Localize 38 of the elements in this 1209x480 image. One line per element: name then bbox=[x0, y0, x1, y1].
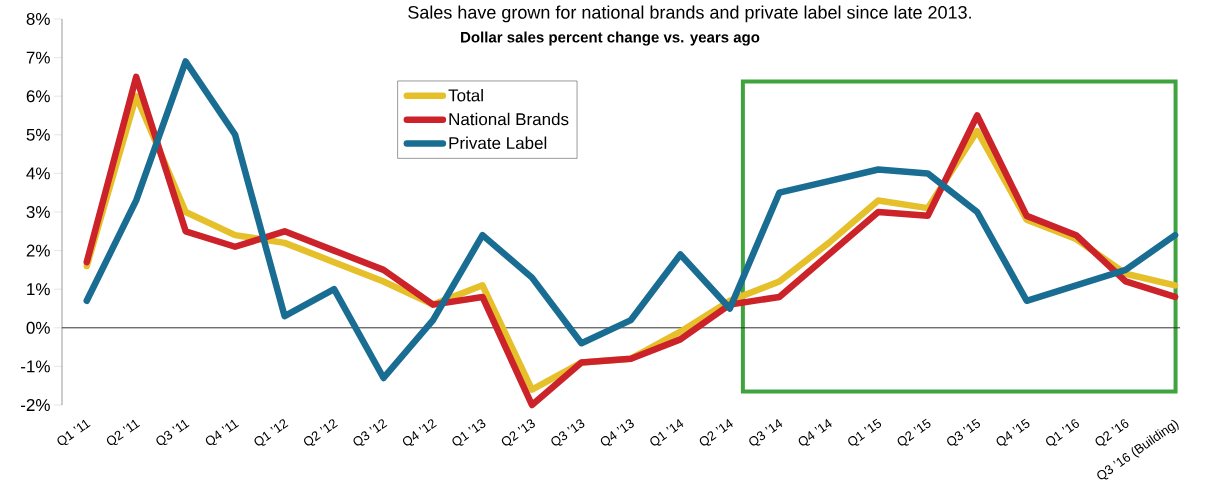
x-tick-label: Q1 ’15 bbox=[848, 418, 882, 446]
x-tick-label: Q2 ’14 bbox=[699, 418, 733, 446]
x-tick-label: Q3 ’13 bbox=[551, 419, 585, 446]
y-tick-label: -2% bbox=[21, 399, 50, 411]
x-tick-label: Q2 ’12 bbox=[303, 419, 338, 446]
y-tick-label: 5% bbox=[26, 128, 50, 141]
x-tick-label: Q1 ’12 bbox=[254, 419, 289, 446]
x-tick-label: Q1 ’14 bbox=[650, 418, 684, 446]
x-tick-label: Q4 ’13 bbox=[600, 419, 634, 446]
y-tick-label: 2% bbox=[26, 244, 50, 257]
y-tick-label: 7% bbox=[26, 51, 50, 64]
chart-title: Sales have grown for national brands and private label since late 2013. bbox=[408, 5, 971, 23]
y-tick-label: 3% bbox=[26, 205, 50, 219]
x-tick-label: Q3 ’15 bbox=[947, 418, 981, 446]
legend-label: Total bbox=[448, 88, 483, 102]
x-tick-label: Q1 ’11 bbox=[57, 419, 91, 446]
x-tick-label: Q2 ’16 bbox=[1095, 419, 1129, 446]
x-tick-label: Q4 ’12 bbox=[402, 419, 437, 446]
x-tick-label: Q3 ’14 bbox=[749, 418, 783, 446]
x-tick-label: Q2 ’11 bbox=[106, 419, 141, 446]
y-tick-label: 4% bbox=[26, 167, 50, 180]
y-tick-label: 6% bbox=[26, 90, 50, 103]
x-tick-label: Q2 ’15 bbox=[897, 418, 931, 446]
x-tick-label: Q4 ’14 bbox=[798, 418, 832, 446]
y-tick-label: 8% bbox=[26, 12, 50, 26]
x-tick-label: Q1 ’13 bbox=[452, 419, 486, 446]
x-tick-label: Q2 ’13 bbox=[501, 419, 535, 446]
x-tick-label: Q3 ’11 bbox=[156, 419, 190, 446]
y-tick-label: 0% bbox=[26, 321, 50, 334]
x-tick-label: Q3 ’12 bbox=[353, 419, 388, 446]
legend-label: National Brands bbox=[449, 112, 569, 126]
x-tick-label: Q1 ’16 bbox=[1046, 419, 1079, 446]
y-tick-label: 1% bbox=[27, 283, 50, 296]
x-tick-label: Q4 ’15 bbox=[996, 418, 1030, 446]
y-tick-label: -1% bbox=[21, 360, 50, 373]
legend-label: Private Label bbox=[449, 136, 547, 150]
x-tick-label: Q4 ’11 bbox=[205, 419, 239, 446]
text: Dollar sales percent change vs. years ago bbox=[461, 31, 760, 46]
